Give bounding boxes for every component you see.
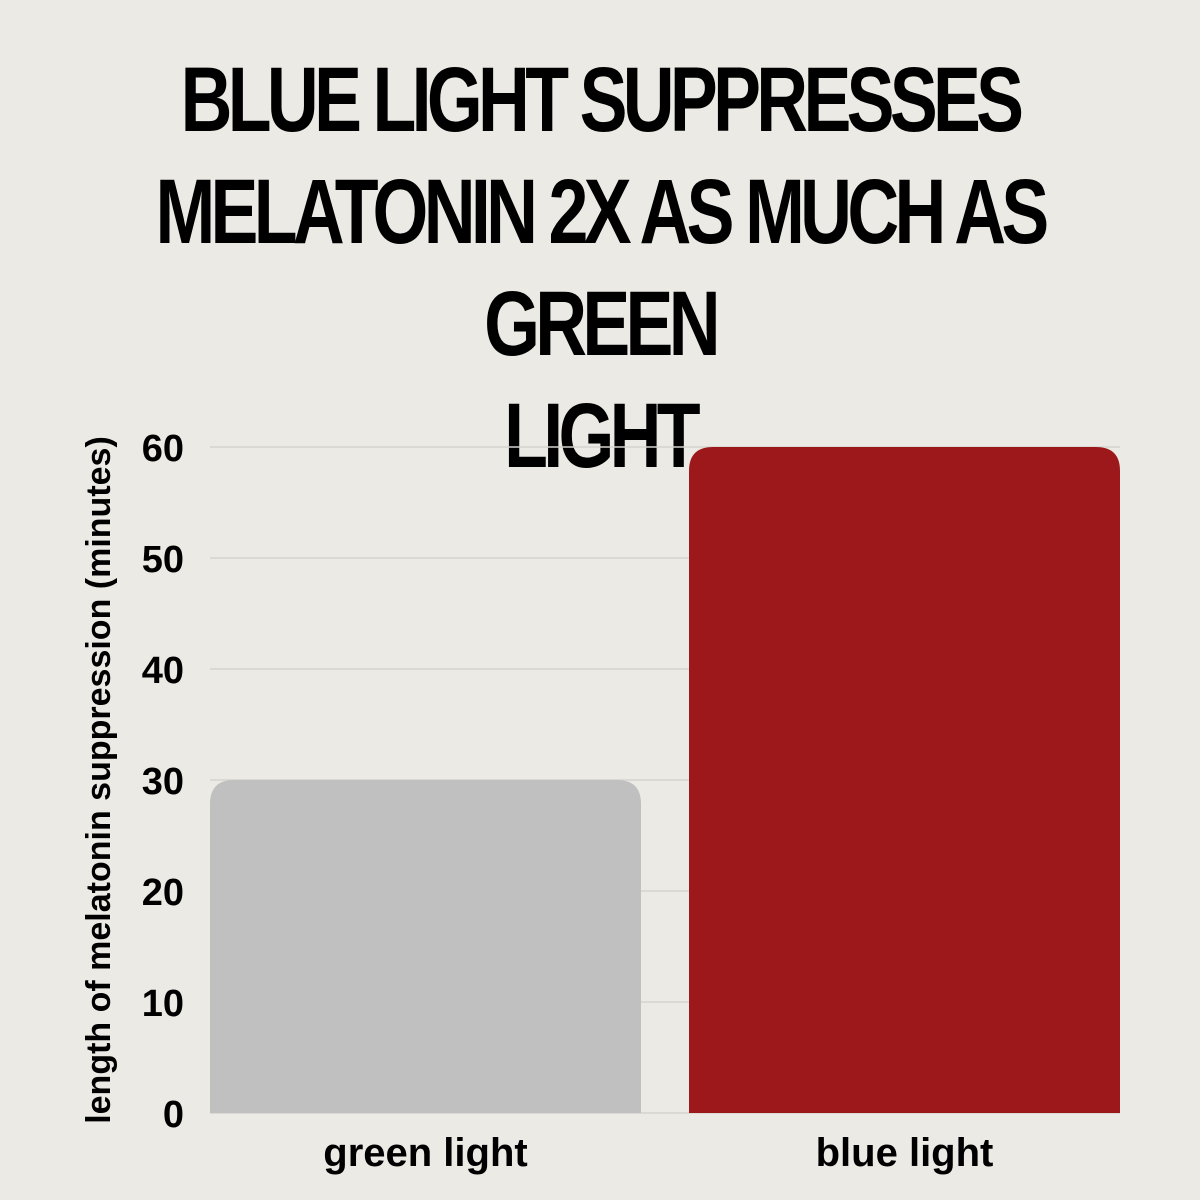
chart-title-line-3: LIGHT: [504, 385, 701, 487]
y-tick-label: 60: [142, 428, 184, 470]
bars: [210, 447, 1120, 1113]
x-axis-categories: green light blue light: [323, 1131, 993, 1175]
chart-title: BLUE LIGHT SUPPRESSES MELATONIN 2X AS MU…: [132, 44, 1068, 492]
y-tick-label: 40: [142, 650, 184, 692]
x-category-label: green light: [323, 1131, 527, 1175]
chart-title-line-2: MELATONIN 2X AS MUCH AS GREEN: [155, 161, 1049, 375]
y-tick-label: 30: [142, 761, 184, 803]
y-tick-label: 0: [163, 1094, 184, 1136]
y-axis-ticks: 0 10 20 30 40 50 60: [142, 428, 184, 1136]
bar-green-light: [210, 780, 641, 1113]
chart-title-line-1: BLUE LIGHT SUPPRESSES: [180, 49, 1024, 151]
y-tick-label: 50: [142, 539, 184, 581]
bar-blue-light: [689, 447, 1120, 1113]
y-tick-label: 20: [142, 872, 184, 914]
y-axis-title: length of melatonin suppression (minutes…: [80, 436, 118, 1124]
x-category-label: blue light: [816, 1131, 994, 1175]
y-tick-label: 10: [142, 983, 184, 1025]
